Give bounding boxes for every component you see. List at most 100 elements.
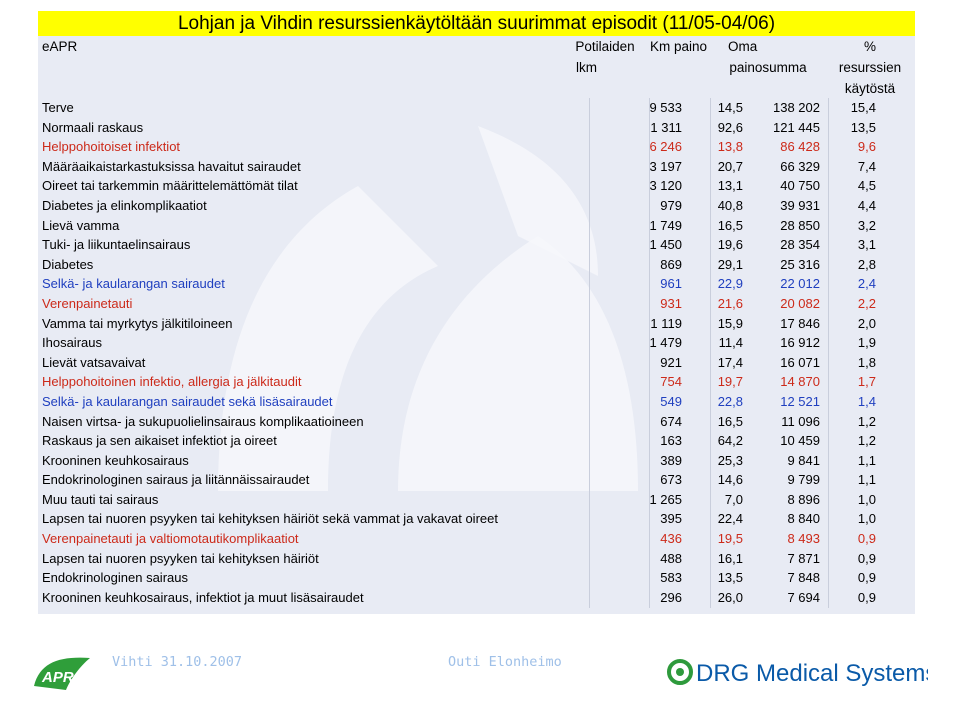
own-weight-sum-cell: 8 840 bbox=[787, 511, 820, 527]
table-row: Endokrinologinen sairaus 583 13,5 7 848 0,9 bbox=[38, 568, 915, 588]
km-weight-cell: 16,1 bbox=[717, 550, 743, 566]
column-divider bbox=[589, 98, 590, 608]
resource-percent-cell: 1,1 bbox=[857, 472, 876, 488]
row-label: Lievä vamma bbox=[42, 217, 120, 233]
table-row: Selkä- ja kaularangan sairaudet sekä lis… bbox=[38, 392, 915, 412]
header-own-weight-sum: Oma painosumma bbox=[718, 36, 818, 78]
table-row: Muu tauti tai sairaus 1 265 7,0 8 896 1,0 bbox=[38, 490, 915, 510]
resource-percent-cell: 1,0 bbox=[857, 491, 876, 507]
table-row: Krooninen keuhkosairaus, infektiot ja mu… bbox=[38, 588, 915, 608]
resource-percent-cell: 1,7 bbox=[857, 374, 876, 390]
resource-percent-cell: 1,8 bbox=[857, 354, 876, 370]
title-band bbox=[38, 11, 915, 36]
patient-count-cell: 549 bbox=[660, 393, 682, 409]
table-row: Naisen virtsa- ja sukupuolielinsairaus k… bbox=[38, 412, 915, 432]
km-weight-cell: 40,8 bbox=[717, 197, 743, 213]
own-weight-sum-cell: 28 850 bbox=[780, 217, 820, 233]
own-weight-sum-cell: 11 096 bbox=[781, 413, 820, 429]
resource-percent-cell: 4,5 bbox=[857, 178, 876, 194]
table-row: Helppohoitoinen infektio, allergia ja jä… bbox=[38, 372, 915, 392]
header-own-weight-sum-line2: painosumma bbox=[729, 60, 807, 75]
row-label: Diabetes bbox=[42, 256, 94, 272]
table-row: Selkä- ja kaularangan sairaudet 961 22,9 22… bbox=[38, 274, 915, 294]
km-weight-cell: 19,5 bbox=[717, 531, 743, 547]
resource-percent-cell: 15,4 bbox=[850, 100, 876, 115]
resource-percent-cell: 1,4 bbox=[857, 393, 876, 409]
resource-percent-cell: 7,4 bbox=[857, 158, 876, 174]
row-label: Vamma tai myrkytys jälkitiloineen bbox=[42, 315, 233, 331]
own-weight-sum-cell: 17 846 bbox=[780, 315, 820, 331]
km-weight-cell: 16,5 bbox=[717, 413, 743, 429]
km-weight-cell: 14,5 bbox=[717, 100, 743, 115]
resource-percent-cell: 1,2 bbox=[857, 413, 876, 429]
row-label: Tuki- ja liikuntaelinsairaus bbox=[42, 237, 191, 253]
km-weight-cell: 26,0 bbox=[717, 589, 743, 605]
patient-count-cell: 6 246 bbox=[649, 139, 682, 155]
row-label: Diabetes ja elinkomplikaatiot bbox=[42, 197, 207, 213]
header-patient-count: Potilaiden lkm bbox=[560, 36, 650, 78]
table-row: Tuki- ja liikuntaelinsairaus 1 450 19,6 28 … bbox=[38, 235, 915, 255]
own-weight-sum-cell: 40 750 bbox=[780, 178, 820, 194]
own-weight-sum-cell: 16 071 bbox=[780, 354, 820, 370]
patient-count-cell: 163 bbox=[660, 433, 682, 449]
patient-count-cell: 3 197 bbox=[649, 158, 682, 174]
resource-percent-cell: 1,9 bbox=[857, 335, 876, 351]
row-label: Selkä- ja kaularangan sairaudet sekä lis… bbox=[42, 393, 333, 409]
resource-percent-cell: 9,6 bbox=[857, 139, 876, 155]
own-weight-sum-cell: 86 428 bbox=[780, 139, 820, 155]
own-weight-sum-cell: 39 931 bbox=[780, 197, 820, 213]
patient-count-cell: 673 bbox=[660, 472, 682, 488]
patient-count-cell: 931 bbox=[660, 295, 682, 311]
patient-count-cell: 1 479 bbox=[649, 335, 682, 351]
km-weight-cell: 16,5 bbox=[717, 217, 743, 233]
resource-percent-cell: 1,2 bbox=[857, 433, 876, 449]
table-row: Endokrinologinen sairaus ja liitännäissa… bbox=[38, 470, 915, 490]
row-label: Raskaus ja sen aikaiset infektiot ja oir… bbox=[42, 433, 277, 449]
km-weight-cell: 19,7 bbox=[717, 374, 743, 390]
resource-percent-cell: 2,0 bbox=[857, 315, 876, 331]
row-label: Normaali raskaus bbox=[42, 119, 144, 135]
patient-count-cell: 1 749 bbox=[649, 217, 682, 233]
resource-percent-cell: 0,9 bbox=[857, 531, 876, 547]
resource-percent-cell: 2,4 bbox=[857, 276, 876, 292]
footer-location-date: Vihti 31.10.2007 bbox=[112, 654, 243, 670]
header-resource-percent-line3: käytöstä bbox=[844, 81, 896, 96]
table-row: Vamma tai myrkytys jälkitiloineen 1 119 15… bbox=[38, 314, 915, 334]
table-row: Lapsen tai nuoren psyyken tai kehityksen… bbox=[38, 509, 915, 529]
km-weight-cell: 20,7 bbox=[717, 158, 743, 174]
apr-logo-text: APR bbox=[41, 669, 74, 686]
own-weight-sum-cell: 14 870 bbox=[780, 374, 820, 390]
own-weight-sum-cell: 7 871 bbox=[787, 550, 820, 566]
table-row: Terve 9 533 14,5 138 202 15,4 bbox=[38, 98, 915, 118]
own-weight-sum-cell: 28 354 bbox=[780, 237, 820, 253]
table-row: Lievä vamma 1 749 16,5 28 850 3,2 bbox=[38, 216, 915, 236]
own-weight-sum-cell: 8 493 bbox=[787, 531, 820, 547]
own-weight-sum-cell: 22 012 bbox=[780, 276, 820, 292]
row-label: Lapsen tai nuoren psyyken tai kehityksen… bbox=[42, 550, 319, 566]
row-label: Terve bbox=[42, 100, 74, 115]
patient-count-cell: 754 bbox=[660, 374, 682, 390]
km-weight-cell: 13,8 bbox=[717, 139, 743, 155]
row-label: Endokrinologinen sairaus bbox=[42, 570, 188, 586]
table-row: Verenpainetauti ja valtiomotautikomplika… bbox=[38, 529, 915, 549]
resource-percent-cell: 4,4 bbox=[857, 197, 876, 213]
header-patient-count-line2: lkm bbox=[576, 60, 597, 75]
table-row: Lapsen tai nuoren psyyken tai kehityksen… bbox=[38, 549, 915, 569]
patient-count-cell: 389 bbox=[660, 452, 682, 468]
km-weight-cell: 22,8 bbox=[717, 393, 743, 409]
own-weight-sum-cell: 10 459 bbox=[780, 433, 820, 449]
table-row: Verenpainetauti 931 21,6 20 082 2,2 bbox=[38, 294, 915, 314]
row-label: Krooninen keuhkosairaus, infektiot ja mu… bbox=[42, 589, 364, 605]
resource-percent-cell: 3,2 bbox=[857, 217, 876, 233]
table-row: Krooninen keuhkosairaus 389 25,3 9 841 1,1 bbox=[38, 451, 915, 471]
row-label: Endokrinologinen sairaus ja liitännäissa… bbox=[42, 472, 310, 488]
patient-count-cell: 869 bbox=[660, 256, 682, 272]
own-weight-sum-cell: 8 896 bbox=[787, 491, 820, 507]
header-patient-count-line1: Potilaiden bbox=[575, 39, 635, 54]
column-divider bbox=[710, 98, 711, 608]
resource-percent-cell: 1,0 bbox=[857, 511, 876, 527]
row-label: Krooninen keuhkosairaus bbox=[42, 452, 189, 468]
km-weight-cell: 21,6 bbox=[717, 295, 743, 311]
row-label: Verenpainetauti ja valtiomotautikomplika… bbox=[42, 531, 299, 547]
